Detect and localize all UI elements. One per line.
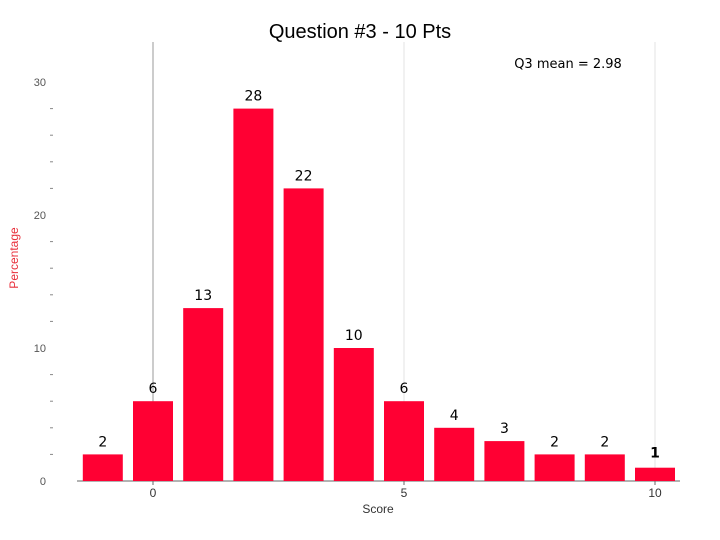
bar — [233, 108, 274, 481]
bar — [635, 467, 675, 481]
data-label: 6 — [149, 381, 158, 397]
y-tick-label: 30 — [34, 77, 46, 89]
x-ticks: 0 5 10 — [150, 481, 662, 500]
x-tick-label: 5 — [401, 486, 408, 500]
bar — [484, 441, 525, 481]
bar — [133, 401, 173, 481]
data-label: 3 — [500, 421, 509, 437]
y-ticks: 0 10 20 30 — [34, 77, 53, 488]
bar — [333, 348, 374, 481]
x-tick-label: 0 — [150, 486, 157, 500]
y-tick-label: 20 — [34, 210, 46, 222]
data-label: 28 — [244, 89, 262, 105]
data-label: 2 — [600, 434, 609, 450]
x-axis-label: Score — [362, 502, 394, 516]
x-tick-label: 10 — [648, 486, 662, 500]
y-axis-label: Percentage — [7, 227, 21, 289]
data-label: 22 — [295, 168, 313, 184]
data-label: 6 — [400, 381, 409, 397]
bar — [434, 427, 475, 481]
data-label: 13 — [194, 288, 212, 304]
bar — [584, 454, 625, 481]
bar — [82, 454, 123, 481]
data-label: 2 — [550, 434, 559, 450]
y-tick-label: 10 — [34, 343, 46, 355]
bar — [534, 454, 575, 481]
data-label: 10 — [345, 328, 363, 344]
data-label: 2 — [98, 434, 107, 450]
bars — [82, 108, 675, 481]
data-label: 4 — [450, 408, 459, 424]
bar — [384, 401, 424, 481]
mean-annotation: Q3 mean = 2.98 — [514, 57, 622, 72]
bar — [283, 188, 324, 481]
chart-title: Question #3 - 10 Pts — [269, 21, 451, 43]
data-label: 1 — [650, 446, 660, 462]
y-tick-label: 0 — [40, 476, 46, 488]
bar — [183, 308, 224, 481]
